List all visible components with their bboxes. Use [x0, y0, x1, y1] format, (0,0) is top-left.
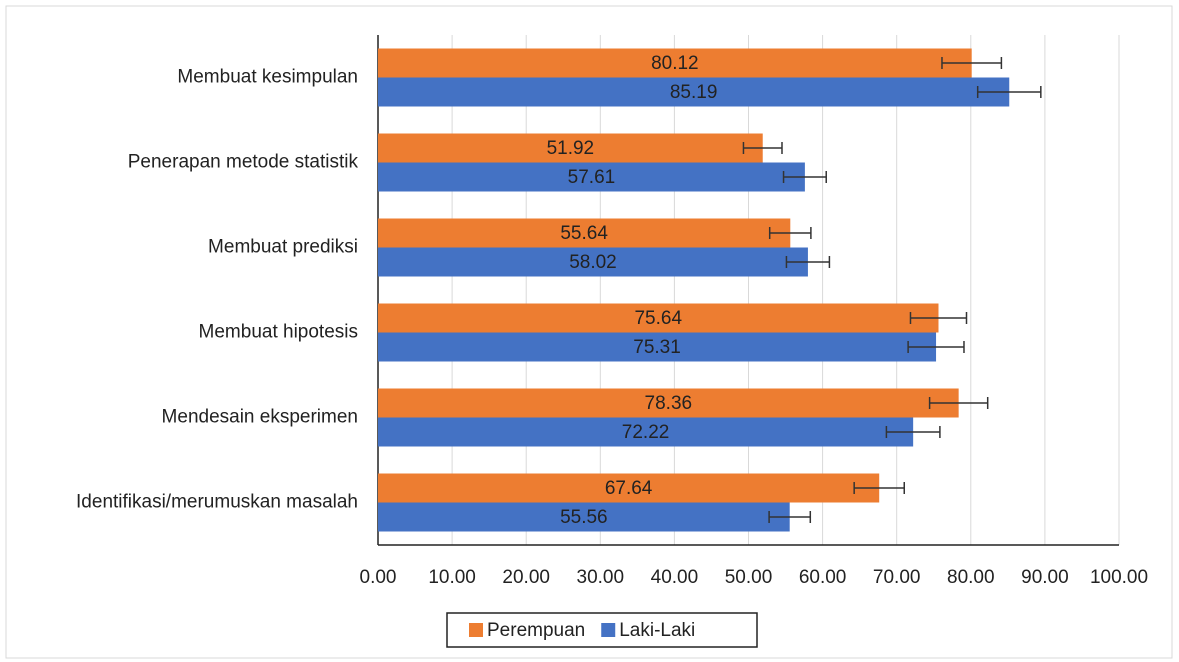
- legend-swatch: [601, 623, 616, 637]
- error-bar: [768, 227, 812, 239]
- data-label: 67.64: [605, 478, 653, 499]
- error-bar: [885, 426, 941, 438]
- legend-swatch: [469, 623, 483, 637]
- data-label: 78.36: [645, 393, 693, 414]
- data-label: 85.19: [670, 82, 718, 103]
- error-bar: [853, 482, 906, 494]
- bar: [378, 303, 939, 333]
- x-tick-label: 30.00: [577, 567, 625, 588]
- error-bar: [941, 57, 1003, 69]
- bar: [378, 502, 790, 532]
- bar: [378, 162, 805, 192]
- error-bar: [909, 312, 968, 324]
- bar: [378, 218, 791, 248]
- bar: [378, 417, 914, 447]
- bar: [378, 133, 763, 163]
- error-bar: [907, 341, 965, 353]
- x-tick-label: 80.00: [947, 567, 995, 588]
- y-tick-label: Membuat kesimpulan: [177, 67, 358, 88]
- data-label: 58.02: [569, 252, 617, 273]
- y-tick-label: Identifikasi/merumuskan masalah: [76, 492, 358, 513]
- data-label: 55.64: [560, 223, 608, 244]
- error-bar: [768, 511, 812, 523]
- x-tick-label: 40.00: [651, 567, 699, 588]
- bar: [378, 473, 880, 503]
- legend: Perempuan Laki-Laki: [446, 612, 758, 648]
- error-bar: [976, 86, 1042, 98]
- x-tick-label: 60.00: [799, 567, 847, 588]
- x-tick-label: 0.00: [360, 567, 397, 588]
- y-tick-label: Membuat hipotesis: [199, 322, 358, 343]
- error-bar: [785, 256, 831, 268]
- x-tick-label: 20.00: [502, 567, 550, 588]
- legend-label: Laki-Laki: [619, 620, 695, 641]
- y-tick-label: Penerapan metode statistik: [128, 152, 359, 173]
- x-tick-label: 90.00: [1021, 567, 1069, 588]
- data-label: 75.64: [634, 308, 682, 329]
- data-label: 57.61: [568, 167, 616, 188]
- x-tick-label: 10.00: [428, 567, 476, 588]
- data-label: 55.56: [560, 507, 608, 528]
- x-tick-label: 50.00: [725, 567, 773, 588]
- bar: [378, 388, 959, 418]
- data-label: 51.92: [547, 138, 595, 159]
- error-bar: [742, 142, 783, 154]
- x-tick-label: 70.00: [873, 567, 921, 588]
- y-tick-label: Membuat prediksi: [208, 237, 358, 258]
- data-label: 80.12: [651, 53, 699, 74]
- error-bar: [928, 397, 989, 409]
- bar: [378, 48, 972, 78]
- bar: [378, 77, 1010, 107]
- data-label: 75.31: [633, 337, 681, 358]
- bar: [378, 247, 808, 277]
- x-tick-label: 100.00: [1090, 567, 1148, 588]
- y-tick-label: Mendesain eksperimen: [162, 407, 358, 428]
- data-label: 72.22: [622, 422, 670, 443]
- bar: [378, 332, 937, 362]
- error-bar: [782, 171, 827, 183]
- legend-label: Perempuan: [487, 620, 585, 641]
